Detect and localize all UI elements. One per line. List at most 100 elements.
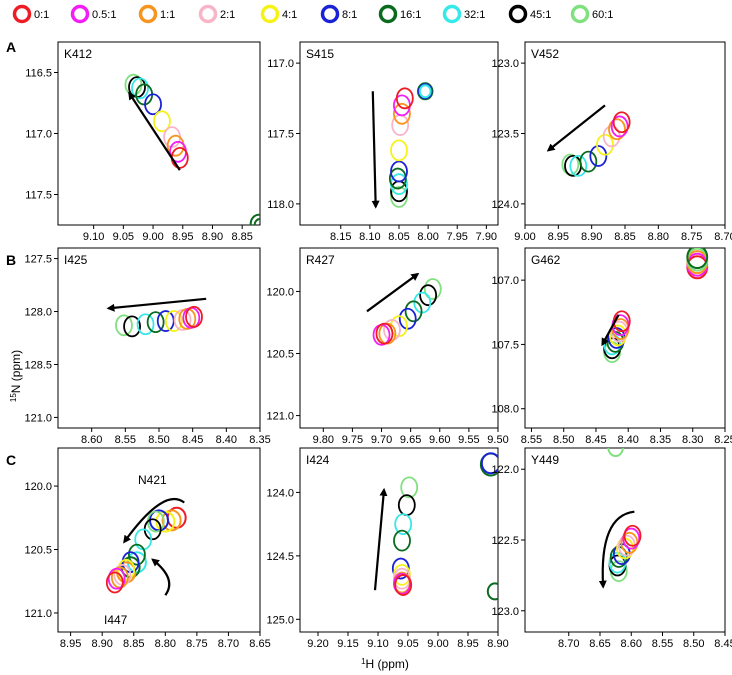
legend-label: 4:1 — [282, 9, 297, 21]
y-tick-label: 120.5 — [24, 545, 52, 557]
x-tick-label: 7.90 — [476, 231, 497, 243]
legend-marker — [12, 4, 32, 24]
panel-frame — [57, 41, 261, 226]
legend-marker — [320, 4, 340, 24]
x-tick-label: 9.15 — [337, 638, 358, 650]
peak — [393, 102, 411, 125]
row-label-a: A — [6, 39, 16, 55]
peak — [393, 572, 411, 595]
x-tick-label: 8.80 — [648, 231, 669, 243]
panel-plot-area — [124, 73, 260, 225]
legend-label: 32:1 — [464, 9, 485, 21]
peak — [390, 185, 408, 208]
x-tick-label: 8.65 — [249, 638, 270, 650]
peak-extra — [249, 213, 260, 225]
y-tick-label: 107.0 — [491, 275, 519, 287]
panel-title: I425 — [64, 253, 88, 267]
x-tick-label: 8.70 — [558, 638, 579, 650]
panel-plot-area — [601, 248, 709, 364]
peak — [608, 118, 626, 141]
peak — [388, 167, 407, 190]
x-tick-label: 8.95 — [60, 638, 81, 650]
legend-marker — [70, 4, 90, 24]
y-tick-label: 120.0 — [24, 481, 52, 493]
nmr-panel: Y449 8.70 8.65 8.60 8.55 8.50 8.45 122.0 122.5 12… — [491, 447, 732, 650]
y-tick-label: 117.5 — [25, 190, 52, 202]
x-tick-label: 8.90 — [487, 638, 508, 650]
peak — [394, 574, 413, 596]
peak — [383, 319, 401, 341]
y-tick-label: 117.0 — [25, 129, 52, 141]
x-axis-title-text: H (ppm) — [366, 657, 409, 671]
peak — [117, 558, 136, 581]
peak-label: N421 — [138, 473, 167, 487]
shift-arrow — [123, 497, 185, 544]
y-tick-label: 127.5 — [24, 254, 52, 266]
nmr-panel: V452 9.00 8.95 8.90 8.85 8.80 8.75 8.70 123.0 123… — [491, 41, 732, 243]
peak — [131, 77, 149, 100]
peak-extra — [161, 509, 182, 532]
legend-marker — [508, 4, 528, 24]
x-tick-label: 8.85 — [123, 638, 144, 650]
shift-arrow — [373, 487, 388, 591]
panel-plot-area — [366, 272, 442, 346]
peak — [375, 322, 394, 345]
legend-label: 2:1 — [220, 9, 235, 21]
shift-arrow — [128, 91, 181, 171]
legend-label: 0.5:1 — [92, 9, 116, 21]
legend-marker — [378, 4, 398, 24]
panel-title: Y449 — [531, 453, 559, 467]
panel-frame — [57, 447, 261, 633]
x-tick-label: 8.70 — [218, 638, 239, 650]
peak — [390, 160, 408, 183]
panel-plot-area — [546, 104, 631, 177]
x-tick-label: 8.15 — [330, 231, 351, 243]
peak-extra — [486, 582, 498, 601]
nmr-panel: I424 9.20 9.15 9.10 9.05 9.00 8.95 8.90 124.0 124… — [266, 447, 509, 650]
peak — [105, 571, 124, 594]
x-tick-label: 8.35 — [650, 434, 671, 446]
x-tick-label: 8.50 — [148, 434, 169, 446]
y-tick-label: 108.0 — [491, 404, 519, 416]
nmr-panel: G462 8.55 8.50 8.45 8.40 8.35 8.30 8.25 107.0 107… — [491, 247, 732, 446]
x-tick-label: 8.95 — [548, 231, 569, 243]
panel-title: G462 — [531, 253, 561, 267]
shift-arrow — [151, 558, 171, 596]
x-tick-label: 8.55 — [521, 434, 542, 446]
y-tick-label: 117.0 — [267, 58, 294, 70]
y-tick-label: 121.0 — [24, 412, 52, 424]
peak — [164, 310, 183, 332]
peak-extra — [686, 248, 709, 269]
panel-frame — [299, 447, 499, 633]
x-tick-label: 9.05 — [113, 231, 134, 243]
panel-title: R427 — [306, 253, 335, 267]
x-tick-label: 9.70 — [371, 434, 392, 446]
peak — [107, 567, 126, 590]
nmr-panel: 8.95 8.90 8.85 8.80 8.75 8.70 8.65 120.0 120.5 12… — [24, 447, 271, 650]
peak — [144, 93, 162, 116]
shift-arrow — [371, 91, 380, 209]
peak — [390, 139, 408, 162]
x-tick-label: 9.80 — [313, 434, 334, 446]
x-axis-title: 1H (ppm) — [361, 657, 409, 671]
x-tick-label: 7.95 — [447, 231, 468, 243]
legend: 0:1 0.5:1 1:1 2:1 4:1 8:1 16:1 32:1 45:1 60:1 — [12, 4, 613, 24]
x-tick-label: 8.75 — [186, 638, 207, 650]
x-tick-label: 8.05 — [388, 231, 409, 243]
x-tick-label: 8.45 — [585, 434, 606, 446]
peak-label: I447 — [104, 613, 128, 627]
x-tick-label: 9.00 — [514, 231, 535, 243]
x-tick-label: 9.00 — [142, 231, 163, 243]
shift-arrow — [106, 297, 207, 312]
x-tick-label: 8.60 — [81, 434, 102, 446]
panel-frame — [57, 247, 261, 429]
y-tick-label: 124.0 — [491, 199, 519, 211]
y-tick-label: 117.5 — [267, 129, 294, 141]
row-label-b: B — [6, 252, 16, 268]
peak — [136, 313, 155, 336]
peak — [610, 115, 629, 138]
row-label-c: C — [6, 452, 16, 468]
peak — [393, 529, 411, 552]
legend-label: 8:1 — [342, 9, 357, 21]
